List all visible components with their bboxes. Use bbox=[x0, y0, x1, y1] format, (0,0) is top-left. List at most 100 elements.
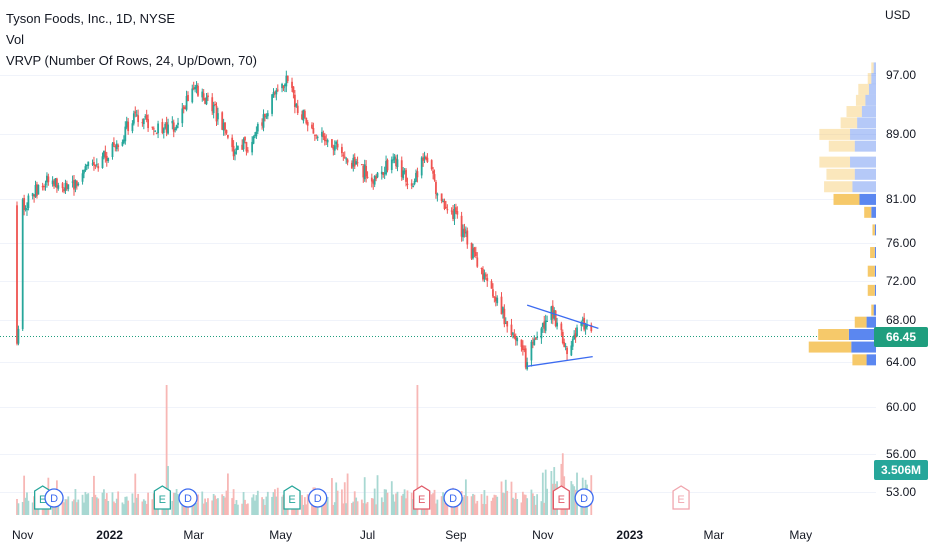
volume-bar bbox=[496, 496, 499, 515]
candle-body bbox=[350, 162, 353, 169]
volume-bar bbox=[331, 478, 333, 515]
candle-body bbox=[580, 322, 583, 326]
volume-bar bbox=[514, 492, 517, 515]
volume-bar bbox=[177, 494, 179, 515]
candle-body bbox=[252, 136, 255, 144]
candle-body bbox=[561, 332, 564, 344]
vrvp-down-bar bbox=[826, 168, 855, 180]
earnings-event-icon[interactable]: E bbox=[552, 485, 570, 510]
symbol-title[interactable]: Tyson Foods, Inc., 1D, NYSE bbox=[6, 11, 176, 26]
time-tick-label: Mar bbox=[183, 528, 204, 542]
currency-label[interactable]: USD bbox=[885, 8, 911, 22]
candle-body bbox=[313, 134, 316, 136]
dividend-event-icon[interactable]: D bbox=[178, 488, 198, 508]
candle-body bbox=[436, 193, 439, 196]
dividend-event-shape bbox=[178, 488, 198, 508]
volume-bar bbox=[272, 492, 275, 515]
candle-body bbox=[242, 138, 245, 150]
volume-bar bbox=[403, 489, 406, 515]
volume-bar bbox=[335, 482, 338, 515]
candle-body bbox=[315, 134, 318, 136]
vrvp-down-bar bbox=[867, 73, 872, 85]
candle-body bbox=[142, 119, 145, 125]
volume-bar bbox=[232, 489, 235, 515]
volume-bar bbox=[356, 501, 359, 515]
candle-body bbox=[370, 177, 373, 182]
volume-bar bbox=[406, 490, 409, 515]
candle-body bbox=[484, 274, 487, 277]
earnings-event-icon[interactable]: E bbox=[153, 485, 171, 510]
last-volume-label: 3.506M bbox=[874, 460, 928, 480]
candle-body bbox=[506, 321, 509, 327]
candle-body bbox=[541, 323, 544, 328]
vrvp-down-bar bbox=[833, 193, 860, 205]
price-tick-label: 64.00 bbox=[886, 355, 916, 369]
earnings-event-shape bbox=[413, 485, 431, 510]
price-axis: 97.00 89.00 81.00 76.00 72.00 68.00 64.00 60.00… bbox=[886, 68, 916, 499]
dividend-event-icon[interactable]: D bbox=[44, 488, 64, 508]
volume-bar bbox=[202, 503, 205, 515]
candle-body bbox=[533, 339, 536, 346]
earnings-event-icon[interactable]: E bbox=[283, 485, 301, 510]
candle-body bbox=[460, 215, 463, 237]
candle-body bbox=[382, 172, 385, 175]
volume-bar bbox=[326, 497, 329, 515]
volume-bar bbox=[521, 491, 524, 515]
candle-body bbox=[61, 183, 64, 189]
volume-bar bbox=[77, 499, 80, 515]
candle-body bbox=[202, 93, 205, 100]
candle-body bbox=[331, 139, 333, 148]
candle-body bbox=[205, 96, 208, 105]
candle-body bbox=[493, 296, 496, 298]
vrvp-indicator-label[interactable]: VRVP (Number Of Rows, 24, Up/Down, 70) bbox=[6, 53, 257, 68]
vrvp-up-bar bbox=[871, 206, 876, 218]
candle-body bbox=[211, 97, 214, 112]
price-tick-label: 53.00 bbox=[886, 485, 916, 499]
candle-body bbox=[254, 134, 256, 137]
dividend-event-icon[interactable]: D bbox=[443, 488, 463, 508]
volume-bar bbox=[430, 494, 433, 515]
candle-body bbox=[326, 139, 329, 143]
candle-body bbox=[165, 122, 168, 133]
candle-body bbox=[335, 141, 338, 145]
candle-body bbox=[23, 198, 26, 211]
candle-body bbox=[536, 337, 539, 339]
candle-body bbox=[124, 126, 127, 142]
candle-body bbox=[152, 128, 155, 130]
candle-body bbox=[265, 116, 268, 118]
volume-bar bbox=[536, 494, 539, 515]
volume-bar bbox=[370, 498, 373, 515]
candle-body bbox=[184, 107, 187, 109]
dividend-event-icon[interactable]: D bbox=[308, 488, 328, 508]
volume-bar bbox=[161, 504, 164, 515]
dividend-event-icon[interactable]: D bbox=[574, 488, 594, 508]
volume-bar bbox=[462, 497, 464, 515]
vrvp-up-bar bbox=[874, 247, 876, 259]
volume-bar bbox=[484, 504, 487, 515]
volume-indicator-label[interactable]: Vol bbox=[6, 32, 25, 47]
candle-body bbox=[393, 156, 396, 160]
candle-body bbox=[201, 91, 204, 98]
candle-body bbox=[571, 339, 574, 347]
candle-body bbox=[87, 161, 90, 166]
volume-bar bbox=[305, 504, 308, 515]
candle-body bbox=[526, 362, 529, 370]
candle-body bbox=[474, 252, 477, 257]
volume-bar bbox=[561, 453, 564, 515]
volume-bar bbox=[531, 493, 534, 515]
volume-bar bbox=[205, 502, 208, 515]
volume-bar bbox=[271, 496, 273, 515]
earnings-event-icon[interactable]: E bbox=[672, 485, 690, 510]
volume-bar bbox=[345, 503, 348, 515]
candle-body bbox=[234, 151, 236, 155]
candle-body bbox=[356, 162, 359, 164]
volume-bar bbox=[390, 481, 393, 515]
earnings-event-icon[interactable]: E bbox=[413, 485, 431, 510]
candle-body bbox=[452, 211, 454, 219]
volume-bar bbox=[124, 496, 127, 515]
volume-bar bbox=[336, 490, 339, 515]
time-axis: Nov 2022 Mar May Jul Sep Nov 2023 Mar May bbox=[12, 528, 812, 542]
volume-bar bbox=[195, 502, 198, 515]
